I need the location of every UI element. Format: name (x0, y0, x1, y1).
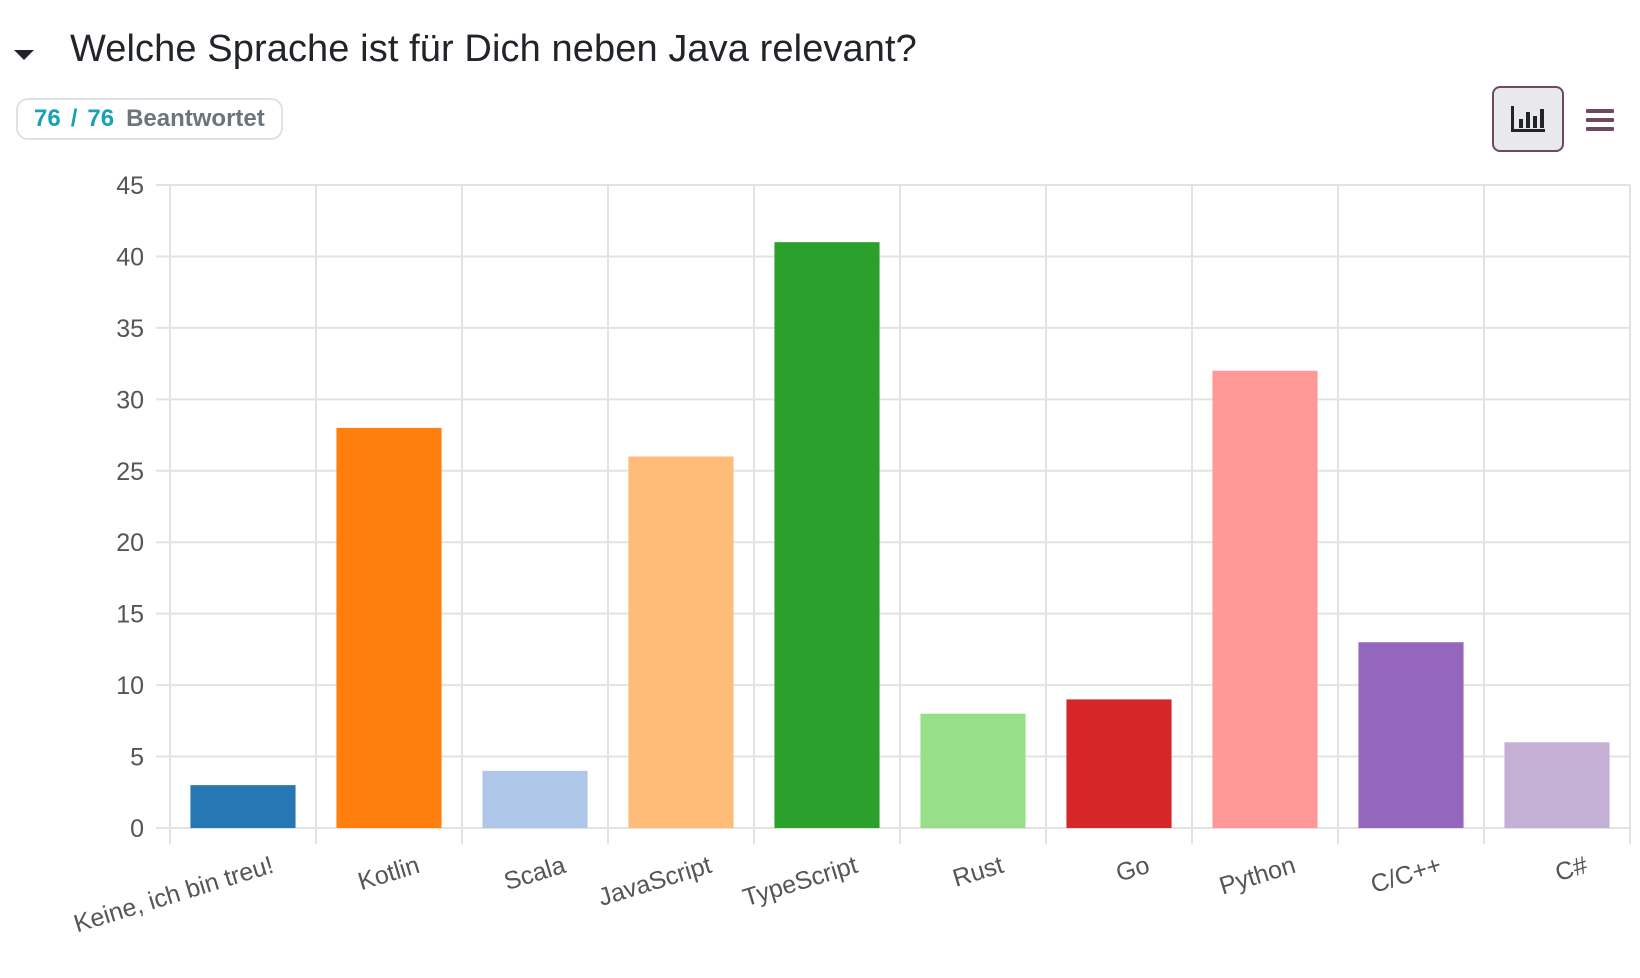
collapse-caret-icon[interactable] (14, 50, 34, 60)
bar-c (1504, 742, 1610, 828)
y-tick-label: 20 (116, 529, 144, 557)
bar-c-c (1358, 642, 1464, 828)
y-tick-label: 10 (116, 672, 144, 700)
bar-scala (482, 770, 588, 828)
x-tick-label: Rust (949, 851, 1006, 893)
y-tick-label: 30 (116, 386, 144, 414)
y-tick-label: 5 (130, 744, 144, 772)
list-view-button[interactable] (1578, 98, 1622, 142)
x-tick-label: TypeScript (740, 851, 861, 912)
bar-typescript (774, 242, 880, 829)
bar-python (1212, 370, 1318, 828)
bar-javascript (628, 456, 734, 828)
question-title: Welche Sprache ist für Dich neben Java r… (70, 28, 917, 70)
bar-chart-icon (1511, 106, 1545, 132)
y-tick-label: 40 (116, 243, 144, 271)
x-tick-label: C# (1552, 851, 1591, 887)
answered-label: Beantwortet (126, 105, 265, 132)
x-tick-label: JavaScript (595, 851, 715, 912)
x-tick-label: Kotlin (355, 851, 423, 896)
x-tick-label: Python (1216, 851, 1299, 901)
bar-go (1066, 699, 1172, 828)
x-tick-label: C/C++ (1367, 851, 1444, 899)
answered-separator: / (70, 105, 78, 132)
answered-badge: 76 / 76 Beantwortet (16, 98, 283, 140)
answered-count: 76 (34, 105, 61, 132)
total-count: 76 (87, 105, 115, 132)
question-header: Welche Sprache ist für Dich neben Java r… (0, 22, 1640, 82)
bar-rust (920, 713, 1026, 828)
x-tick-label: Scala (501, 851, 569, 896)
bar-keine-ich-bin-treu (190, 785, 296, 828)
y-tick-label: 45 (116, 172, 144, 200)
y-tick-label: 25 (116, 458, 144, 486)
y-tick-label: 0 (130, 815, 144, 843)
y-tick-label: 35 (116, 315, 144, 343)
bar-kotlin (336, 427, 442, 828)
x-tick-label: Keine, ich bin treu! (71, 851, 277, 938)
list-icon (1586, 109, 1614, 131)
x-tick-label: Go (1113, 851, 1153, 888)
chart-view-button[interactable] (1492, 86, 1564, 152)
y-tick-label: 15 (116, 601, 144, 629)
